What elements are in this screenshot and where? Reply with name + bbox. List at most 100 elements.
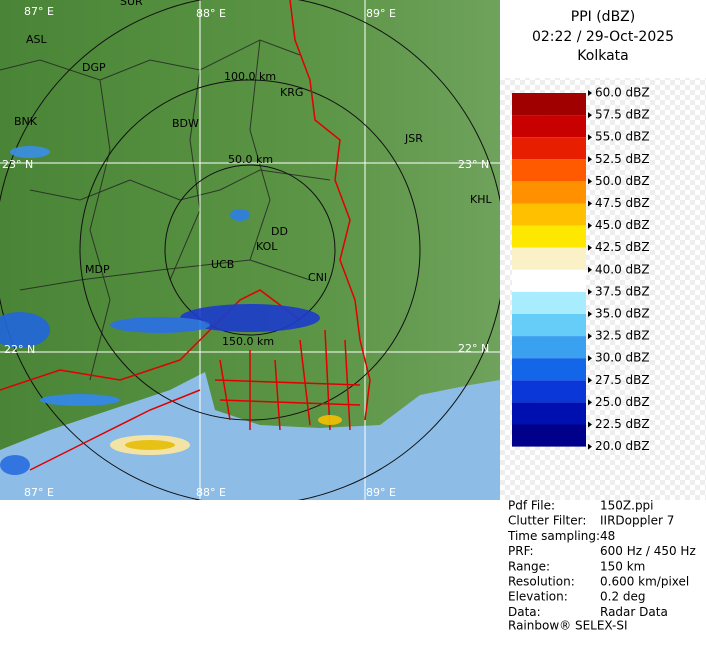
scale-swatch	[512, 402, 586, 425]
info-key: Elevation:	[508, 590, 568, 604]
scale-label: 27.5 dBZ	[595, 373, 650, 387]
scale-swatch	[512, 137, 586, 160]
grid-label: 23° N	[458, 158, 489, 171]
map: SUR ASL DGP KRG BNK BDW JSR KHL DD KOL U…	[0, 0, 500, 500]
scale-tick	[588, 355, 592, 362]
scale-swatch	[512, 380, 586, 403]
scale-label: 25.0 dBZ	[595, 395, 650, 409]
scale-label: 45.0 dBZ	[595, 218, 650, 232]
info-value: 48	[600, 529, 615, 543]
info-key: Resolution:	[508, 575, 575, 589]
scale-label: 60.0 dBZ	[595, 86, 650, 100]
city-label: JSR	[404, 132, 423, 145]
range-label: 50.0 km	[228, 153, 273, 166]
scale-label: 50.0 dBZ	[595, 174, 650, 188]
city-label: BDW	[172, 117, 199, 130]
grid-label: 88° E	[196, 486, 226, 499]
scale-swatch	[512, 93, 586, 116]
city-labels: SUR ASL DGP KRG BNK BDW JSR KHL DD KOL U…	[14, 0, 492, 284]
panel-title: PPI (dBZ)	[571, 9, 635, 25]
info-value: 0.2 deg	[600, 590, 646, 604]
info-key: PRF:	[508, 544, 534, 558]
scale-tick	[588, 112, 592, 119]
range-labels: 100.0 km 50.0 km 150.0 km	[222, 70, 276, 348]
scale-label: 22.5 dBZ	[595, 417, 650, 431]
info-value: 0.600 km/pixel	[600, 575, 689, 589]
scale-swatch	[512, 314, 586, 337]
grid-label: 22° N	[458, 342, 489, 355]
scale-label: 20.0 dBZ	[595, 439, 650, 453]
info-key: Clutter Filter:	[508, 514, 586, 528]
scale-tick	[588, 399, 592, 406]
scale-label: 52.5 dBZ	[595, 152, 650, 166]
info-value: 150 km	[600, 559, 645, 573]
scale-tick	[588, 90, 592, 96]
scale-tick	[588, 134, 592, 141]
info-key: Time sampling:	[507, 529, 600, 543]
grid-label: 87° E	[24, 486, 54, 499]
city-label: DD	[271, 225, 288, 238]
panel-time: 02:22 / 29-Oct-2025	[532, 29, 674, 45]
city-label: BNK	[14, 115, 38, 128]
scale-tick	[588, 421, 592, 428]
scale-tick	[588, 443, 592, 450]
city-label: SUR	[120, 0, 143, 8]
city-label: ASL	[26, 33, 48, 46]
city-label: KOL	[256, 240, 278, 253]
scale-label: 35.0 dBZ	[595, 307, 650, 321]
grid-label: 22° N	[4, 343, 35, 356]
scale-label: 57.5 dBZ	[595, 108, 650, 122]
scale-label: 55.0 dBZ	[595, 130, 650, 144]
city-label: KHL	[470, 193, 492, 206]
info-key: Range:	[508, 559, 550, 573]
city-label: CNI	[308, 271, 327, 284]
grid-label: 88° E	[196, 7, 226, 20]
scale-label: 32.5 dBZ	[595, 329, 650, 343]
city-label: UCB	[211, 258, 234, 271]
scale-swatch	[512, 203, 586, 226]
scale-swatch	[512, 291, 586, 314]
scale-tick	[588, 266, 592, 273]
scale-tick	[588, 311, 592, 317]
scale-tick	[588, 222, 592, 229]
scale-swatch	[512, 115, 586, 138]
scale-swatch	[512, 358, 586, 381]
city-label: MDP	[85, 263, 110, 276]
scale-tick	[588, 288, 592, 295]
info-key: Pdf File:	[508, 499, 555, 513]
city-label: DGP	[82, 61, 106, 74]
info-value: IIRDoppler 7	[600, 514, 674, 528]
footer: Rainbow® SELEX-SI	[508, 619, 628, 633]
panel-site: Kolkata	[577, 48, 628, 64]
scale-tick	[588, 178, 592, 185]
scale-swatch	[512, 336, 586, 359]
range-label: 150.0 km	[222, 335, 274, 348]
grid-labels: 87° E 88° E 89° E 23° N 23° N 22° N 22° …	[2, 5, 489, 499]
scale-swatch	[512, 269, 586, 292]
city-label: KRG	[280, 86, 303, 99]
color-scale: 60.0 dBZ 57.5 dBZ 55.0 dBZ 52.5 dBZ 50.0 dBZ…	[512, 86, 650, 453]
scale-label: 40.0 dBZ	[595, 262, 650, 276]
scale-tick	[588, 377, 592, 384]
scale-swatch	[512, 225, 586, 248]
scale-label: 47.5 dBZ	[595, 196, 650, 210]
scale-label: 30.0 dBZ	[595, 351, 650, 365]
info-table: Pdf File: 150Z.ppi Clutter Filter: IIRDoppl…	[507, 499, 696, 619]
grid-label: 89° E	[366, 486, 396, 499]
grid-label: 87° E	[24, 5, 54, 18]
range-label: 100.0 km	[224, 70, 276, 83]
scale-swatch	[512, 159, 586, 182]
scale-swatch	[512, 247, 586, 270]
grid-label: 89° E	[366, 7, 396, 20]
grid-label: 23° N	[2, 158, 33, 171]
info-value: 600 Hz / 450 Hz	[600, 544, 696, 558]
scale-swatch	[512, 424, 586, 447]
scale-tick	[588, 156, 592, 163]
info-key: Data:	[508, 605, 541, 619]
scale-label: 37.5 dBZ	[595, 284, 650, 298]
scale-label: 42.5 dBZ	[595, 240, 650, 254]
scale-tick	[588, 244, 592, 251]
scale-tick	[588, 333, 592, 340]
